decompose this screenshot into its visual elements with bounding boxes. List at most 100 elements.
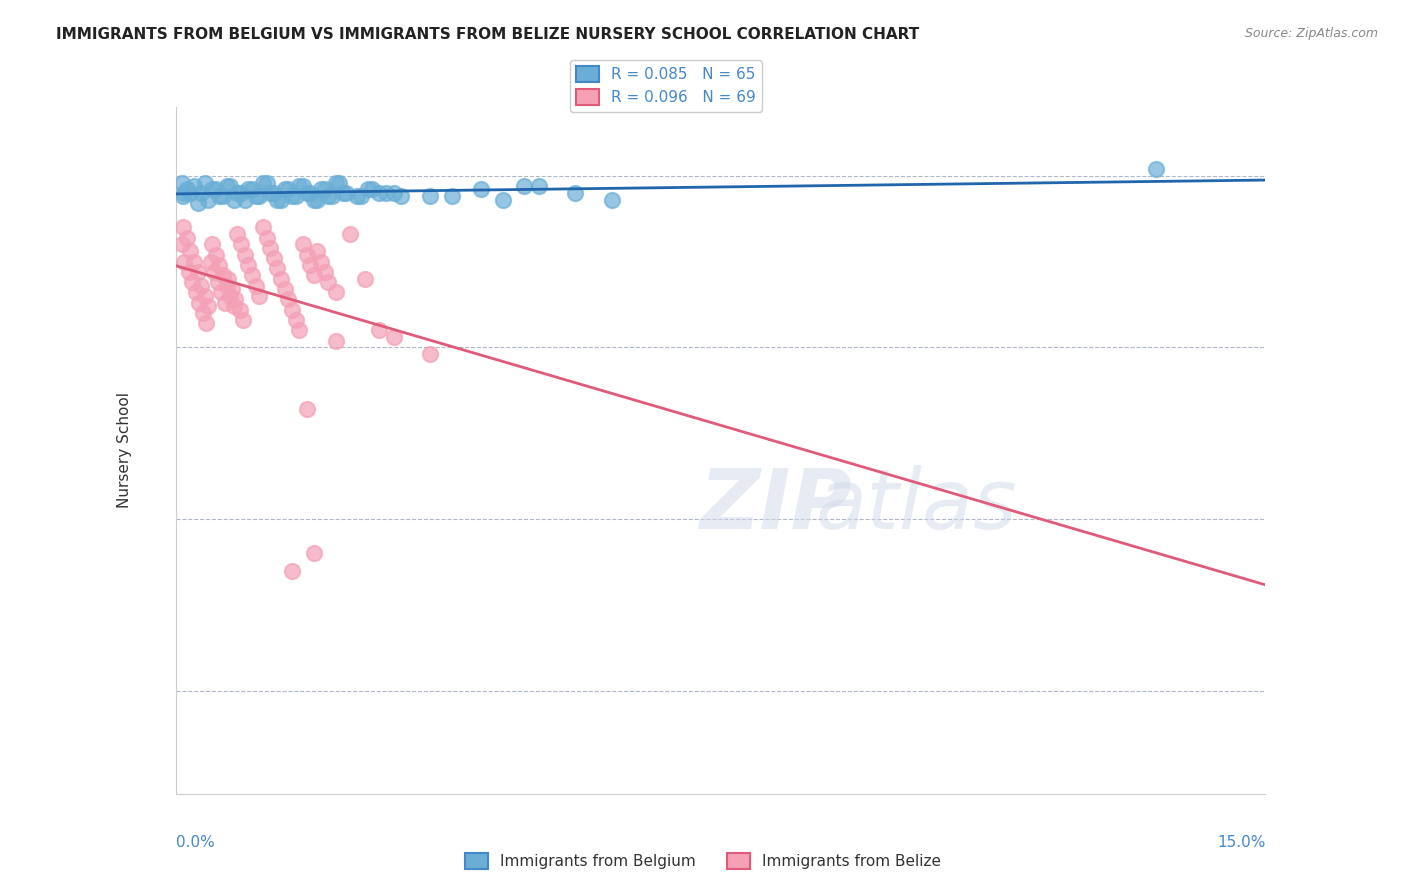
- Point: [224, 293, 246, 307]
- Point: [291, 179, 314, 194]
- Point: [281, 302, 304, 317]
- Point: [245, 189, 267, 203]
- Point: [600, 193, 623, 207]
- Point: [266, 193, 288, 207]
- Point: [209, 285, 232, 300]
- Point: [194, 289, 217, 303]
- Point: [247, 289, 270, 303]
- Point: [256, 230, 278, 244]
- Point: [179, 186, 201, 200]
- Point: [470, 182, 492, 196]
- Point: [252, 220, 274, 235]
- Point: [172, 189, 194, 203]
- Point: [193, 306, 215, 320]
- Point: [222, 299, 245, 313]
- Legend: Immigrants from Belgium, Immigrants from Belize: Immigrants from Belgium, Immigrants from…: [460, 847, 946, 875]
- Point: [212, 268, 235, 283]
- Point: [277, 182, 299, 196]
- Point: [564, 186, 586, 200]
- Point: [215, 278, 238, 293]
- Point: [346, 189, 368, 203]
- Point: [208, 258, 231, 272]
- Point: [240, 182, 263, 196]
- Point: [389, 189, 412, 203]
- Point: [179, 244, 201, 259]
- Point: [281, 564, 304, 578]
- Point: [207, 275, 229, 289]
- Point: [197, 299, 219, 313]
- Point: [183, 179, 205, 194]
- Point: [299, 258, 322, 272]
- Point: [177, 265, 200, 279]
- Point: [252, 176, 274, 190]
- Point: [302, 268, 325, 283]
- Text: ZIP: ZIP: [699, 465, 852, 546]
- Point: [222, 193, 245, 207]
- Point: [375, 186, 398, 200]
- Point: [382, 186, 405, 200]
- Point: [281, 189, 304, 203]
- Point: [270, 271, 292, 285]
- Point: [219, 179, 242, 194]
- Point: [197, 193, 219, 207]
- Point: [176, 182, 198, 196]
- Point: [208, 189, 231, 203]
- Point: [263, 251, 285, 265]
- Text: 15.0%: 15.0%: [1218, 835, 1265, 850]
- Point: [231, 186, 253, 200]
- Point: [238, 258, 260, 272]
- Point: [357, 182, 380, 196]
- Point: [263, 186, 285, 200]
- Point: [188, 295, 211, 310]
- Point: [295, 402, 318, 417]
- Point: [295, 186, 318, 200]
- Point: [259, 186, 281, 200]
- Point: [419, 347, 441, 361]
- Point: [492, 193, 515, 207]
- Point: [190, 186, 212, 200]
- Point: [233, 248, 256, 262]
- Point: [440, 189, 463, 203]
- Point: [233, 193, 256, 207]
- Point: [309, 182, 332, 196]
- Text: IMMIGRANTS FROM BELGIUM VS IMMIGRANTS FROM BELIZE NURSERY SCHOOL CORRELATION CHA: IMMIGRANTS FROM BELGIUM VS IMMIGRANTS FR…: [56, 27, 920, 42]
- Point: [302, 193, 325, 207]
- Point: [318, 275, 340, 289]
- Point: [328, 176, 350, 190]
- Text: Nursery School: Nursery School: [117, 392, 132, 508]
- Point: [214, 295, 236, 310]
- Point: [217, 271, 239, 285]
- Point: [180, 275, 202, 289]
- Point: [368, 323, 391, 337]
- Point: [201, 182, 224, 196]
- Point: [332, 186, 354, 200]
- Point: [266, 261, 288, 276]
- Point: [231, 237, 253, 252]
- Legend: R = 0.085   N = 65, R = 0.096   N = 69: R = 0.085 N = 65, R = 0.096 N = 69: [569, 60, 762, 112]
- Point: [202, 265, 225, 279]
- Point: [201, 237, 224, 252]
- Point: [274, 182, 297, 196]
- Point: [295, 248, 318, 262]
- Text: 0.0%: 0.0%: [176, 835, 215, 850]
- Point: [353, 271, 375, 285]
- Point: [527, 179, 550, 194]
- Point: [284, 313, 307, 327]
- Point: [170, 237, 193, 252]
- Point: [299, 186, 322, 200]
- Point: [1146, 161, 1168, 176]
- Point: [270, 193, 292, 207]
- Text: atlas: atlas: [815, 465, 1018, 546]
- Point: [184, 285, 207, 300]
- Point: [277, 293, 299, 307]
- Point: [325, 176, 347, 190]
- Point: [245, 278, 267, 293]
- Point: [288, 323, 311, 337]
- Point: [256, 176, 278, 190]
- Point: [259, 241, 281, 255]
- Point: [176, 230, 198, 244]
- Point: [173, 254, 195, 268]
- Point: [204, 248, 226, 262]
- Point: [228, 302, 250, 317]
- Point: [226, 227, 249, 241]
